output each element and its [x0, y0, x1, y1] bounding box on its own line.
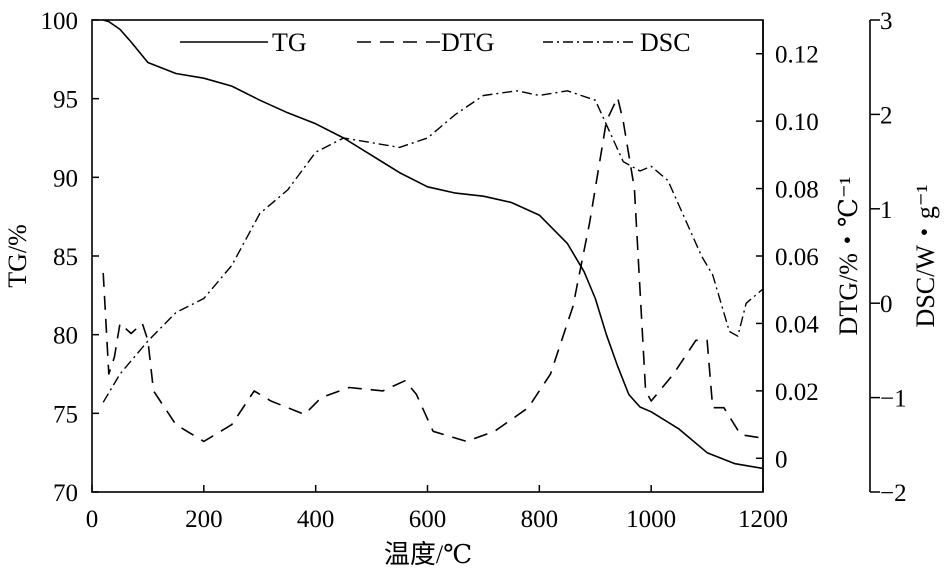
legend-dtg-label: DTG — [441, 28, 494, 57]
series-dsc-line — [102, 90, 764, 403]
dtg-tick-label: 0.04 — [775, 311, 819, 338]
tg-tick-label: 75 — [53, 401, 78, 428]
dsc-tick-label: −2 — [880, 480, 907, 507]
legend: TG DTG DSC — [180, 28, 691, 57]
x-tick-label: 1200 — [738, 506, 788, 533]
tg-tick-label: 80 — [53, 323, 78, 350]
dsc-tick-label: 2 — [880, 102, 893, 129]
dsc-axis-title: DSC/W・g⁻¹ — [911, 185, 940, 328]
x-axis-title: 温度/℃ — [384, 540, 472, 569]
dsc-tick-label: 3 — [880, 8, 893, 35]
dtg-axis-title: DTG/%・℃⁻¹ — [834, 177, 863, 336]
series-dtg-line — [102, 96, 764, 443]
dtg-tick-label: 0.10 — [775, 109, 819, 136]
tg-tick-label: 85 — [53, 244, 78, 271]
tg-tick-label: 70 — [53, 480, 78, 507]
x-tick-label: 1000 — [626, 506, 676, 533]
dsc-tick-label: −1 — [880, 386, 907, 413]
dtg-tick-label: 0.12 — [775, 42, 819, 69]
x-tick-label: 400 — [297, 506, 335, 533]
dsc-tick-label: 0 — [880, 291, 893, 318]
dtg-tick-label: 0.06 — [775, 244, 819, 271]
x-tick-label: 0 — [86, 506, 99, 533]
x-tick-label: 600 — [409, 506, 447, 533]
legend-tg-label: TG — [272, 28, 307, 57]
x-tick-label: 800 — [521, 506, 559, 533]
dtg-tick-label: 0.02 — [775, 379, 819, 406]
series-tg-line — [102, 19, 764, 470]
dtg-tick-label: 0.08 — [775, 177, 819, 204]
tg-tick-label: 95 — [53, 87, 78, 114]
x-tick-label: 200 — [185, 506, 223, 533]
plot-frame — [91, 19, 764, 493]
legend-dsc-label: DSC — [640, 28, 691, 57]
tg-tick-label: 90 — [53, 165, 78, 192]
tg-tick-label: 100 — [41, 8, 79, 35]
dsc-tick-label: 1 — [880, 197, 893, 224]
dtg-tick-label: 0 — [775, 446, 788, 473]
tg-axis-title: TG/% — [3, 224, 32, 288]
